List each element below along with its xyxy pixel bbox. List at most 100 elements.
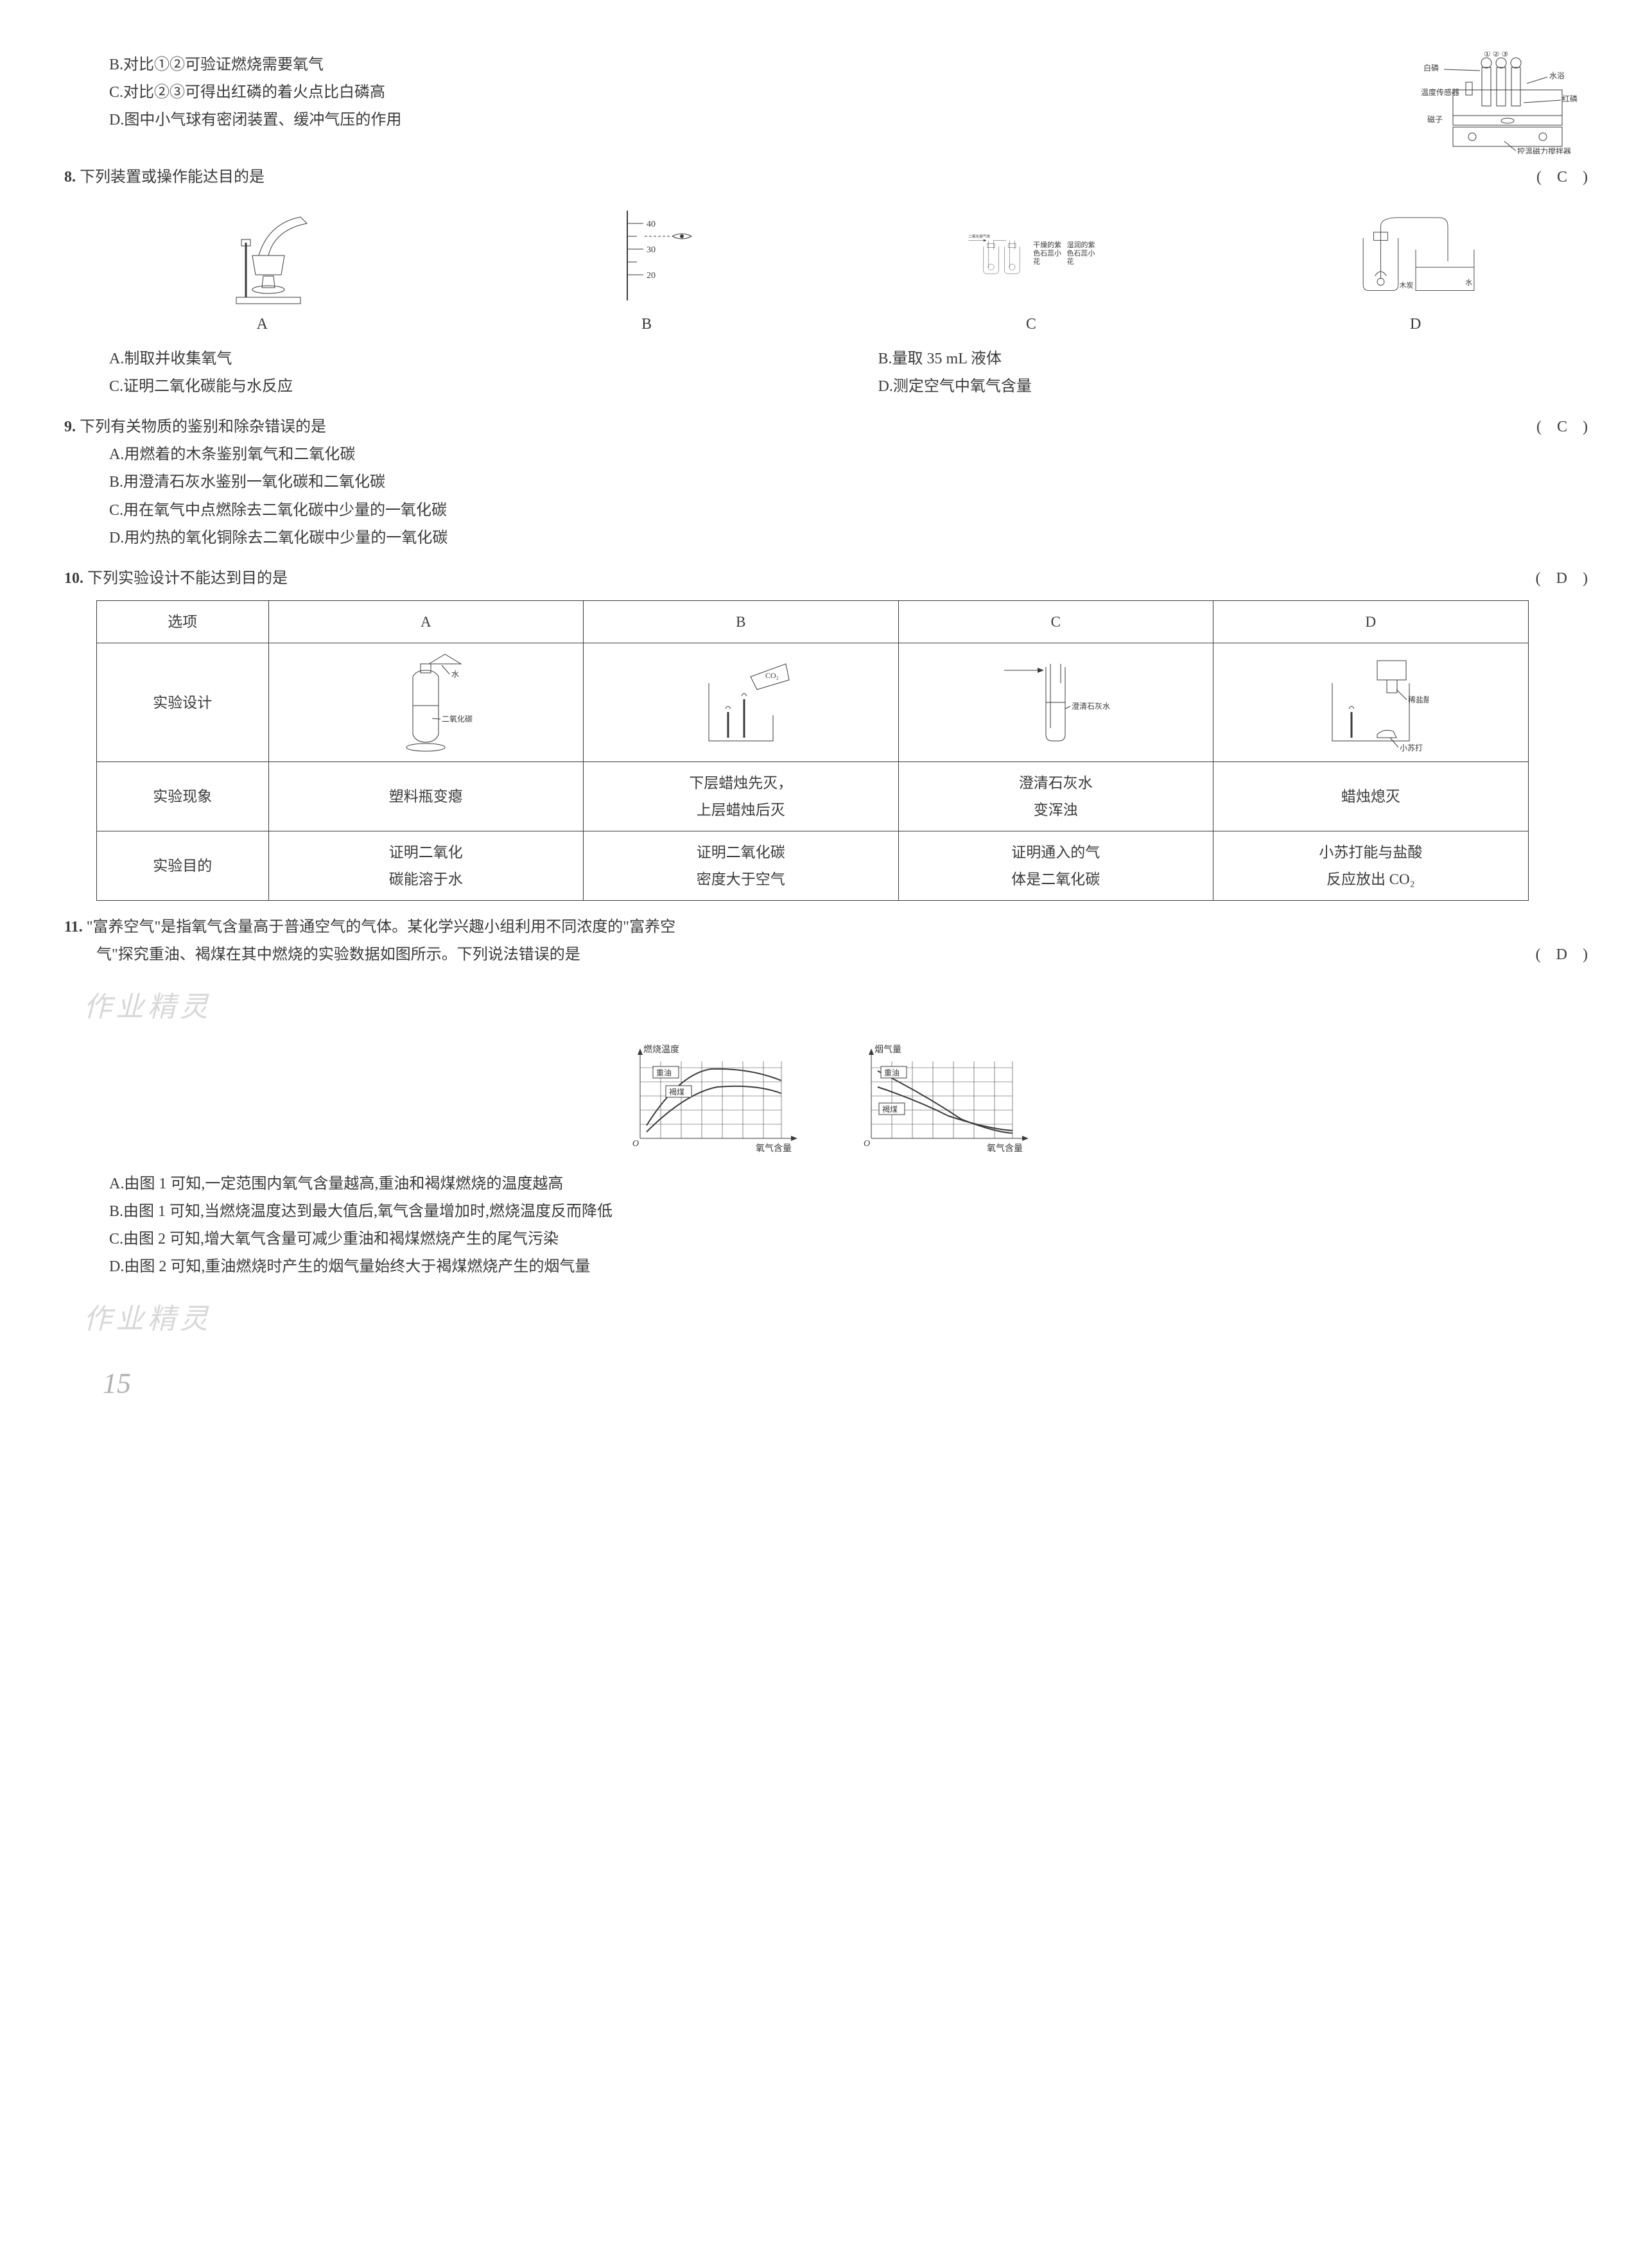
q7-nums: ① ② ③ [1484, 51, 1508, 58]
svg-text:小苏打: 小苏打 [1400, 743, 1423, 752]
q9: 9. 下列有关物质的鉴别和除杂错误的是 ( C ) A.用燃着的木条鉴别氧气和二… [64, 413, 1588, 552]
svg-text:澄清石灰水: 澄清石灰水 [1072, 701, 1110, 711]
table-row: 选项 A B C D [97, 601, 1529, 643]
q11-stem-l1: "富养空气"是指氧气含量高于普通空气的气体。某化学兴趣小组利用不同浓度的"富养空 [87, 914, 1588, 941]
q9-stem: 下列有关物质的鉴别和除杂错误的是 [80, 413, 1521, 441]
q10-h-b: B [584, 601, 899, 643]
q7-temp-sensor: 温度传感器 [1421, 87, 1459, 97]
q7-stirrer: 控温磁力搅拌器 [1517, 146, 1571, 154]
q10-row-purpose: 实验目的 [97, 831, 269, 901]
q11-option-a: A.由图 1 可知,一定范围内氧气含量越高,重油和褐煤燃烧的温度越高 [64, 1170, 1588, 1198]
svg-text:木炭: 木炭 [1399, 281, 1413, 290]
svg-text:稀盐酸: 稀盐酸 [1408, 695, 1429, 704]
q7-white-p: 白磷 [1423, 63, 1439, 73]
q8-option-a: A.制取并收集氧气 [109, 345, 878, 373]
q11-num: 11. [64, 914, 83, 941]
q11-option-c: C.由图 2 可知,增大氧气含量可减少重油和褐煤燃烧产生的尾气污染 [64, 1226, 1588, 1253]
q10-phenom-c: 澄清石灰水 变浑浊 [898, 762, 1213, 831]
svg-text:氧气含量: 氧气含量 [756, 1143, 792, 1154]
q8-fig-a [198, 204, 326, 307]
q8-fig-c-right: 湿润的紫色石蕊小花 [1067, 241, 1095, 267]
q8: 8. 下列装置或操作能达目的是 ( C ) A [64, 164, 1588, 401]
q11-answer: ( D ) [1520, 941, 1588, 969]
svg-text:重油: 重油 [884, 1068, 900, 1077]
q11-option-b: B.由图 1 可知,当燃烧温度达到最大值后,氧气含量增加时,燃烧温度反而降低 [64, 1198, 1588, 1226]
q8-answer: ( C ) [1521, 164, 1588, 191]
q10-design-b: CO₂ [584, 643, 899, 762]
svg-text:烟气量: 烟气量 [874, 1045, 901, 1055]
svg-text:40: 40 [647, 220, 656, 229]
q7-diagram: ① ② ③ 白磷 水浴 温度传感器 红磷 磁子 控温磁力搅拌器 [1421, 51, 1588, 164]
q10-purpose-a: 证明二氧化 碳能溶于水 [268, 831, 584, 901]
svg-text:二氧化碳: 二氧化碳 [442, 715, 473, 724]
q7-water-bath: 水浴 [1549, 71, 1565, 80]
watermark: 作业精灵 [83, 982, 1588, 1032]
q10-design-c: 澄清石灰水 [898, 643, 1213, 762]
svg-text:氧气含量: 氧气含量 [987, 1143, 1023, 1154]
svg-text:30: 30 [647, 245, 656, 255]
q7-option-c: C.对比②③可得出红磷的着火点比白磷高 [64, 79, 1588, 107]
watermark-bottom: 作业精灵 [83, 1294, 1588, 1344]
q10-h-c: C [898, 601, 1213, 643]
svg-text:O: O [632, 1139, 639, 1149]
q11-stem-l2: 气"探究重油、褐煤在其中燃烧的实验数据如图所示。下列说法错误的是 [96, 941, 1520, 969]
q10-h-opt: 选项 [97, 601, 269, 643]
q9-option-d: D.用灼热的氧化铜除去二氧化碳中少量的一氧化碳 [64, 525, 1588, 552]
q11-chart1: 重油 褐煤 燃烧温度 氧气含量 O [614, 1042, 807, 1158]
svg-text:20: 20 [647, 271, 656, 281]
q7-continuation: B.对比①②可验证燃烧需要氧气 C.对比②③可得出红磷的着火点比白磷高 D.图中… [64, 51, 1588, 135]
q8-fig-d-label: D [1410, 311, 1421, 338]
q10: 10. 下列实验设计不能达到目的是 ( D ) 选项 A B C D 实验设计 … [64, 565, 1588, 901]
q10-stem: 下列实验设计不能达到目的是 [87, 565, 1520, 593]
q8-fig-c-left: 干燥的紫色石蕊小花 [1033, 241, 1061, 267]
q10-phenom-b: 下层蜡烛先灭， 上层蜡烛后灭 [584, 762, 899, 831]
q7-option-b: B.对比①②可验证燃烧需要氧气 [64, 51, 1588, 79]
q9-num: 9. [64, 413, 76, 441]
q10-design-d: 稀盐酸 小苏打 [1213, 643, 1529, 762]
q10-h-a: A [268, 601, 584, 643]
svg-text:褐煤: 褐煤 [669, 1087, 684, 1097]
q8-option-d: D.测定空气中氧气含量 [878, 373, 1588, 401]
page-number: 15 [103, 1358, 1588, 1409]
q8-figures: A 40 30 20 [90, 204, 1588, 338]
svg-text:燃烧温度: 燃烧温度 [643, 1044, 679, 1055]
q11: 11. "富养空气"是指氧气含量高于普通空气的气体。某化学兴趣小组利用不同浓度的… [64, 914, 1588, 1281]
svg-text:O: O [864, 1139, 870, 1149]
table-row: 实验设计 水 二氧化碳 [97, 643, 1529, 762]
table-row: 实验目的 证明二氧化 碳能溶于水 证明二氧化碳 密度大于空气 证明通入的气 体是… [97, 831, 1529, 901]
q8-fig-d: 木炭 水 [1352, 204, 1480, 307]
q10-row-design: 实验设计 [97, 643, 269, 762]
q10-design-a: 水 二氧化碳 [268, 643, 584, 762]
q8-option-c: C.证明二氧化碳能与水反应 [109, 373, 878, 401]
q10-num: 10. [64, 565, 83, 593]
q8-num: 8. [64, 164, 76, 191]
table-row: 实验现象 塑料瓶变瘪 下层蜡烛先灭， 上层蜡烛后灭 澄清石灰水 变浑浊 蜡烛熄灭 [97, 762, 1529, 831]
q8-fig-c: 二氧化碳气体 干燥的紫色石蕊小花 湿润 [967, 204, 1095, 307]
q7-red-p: 红磷 [1562, 94, 1578, 103]
q8-fig-a-label: A [257, 311, 268, 338]
q11-option-d: D.由图 2 可知,重油燃烧时产生的烟气量始终大于褐煤燃烧产生的烟气量 [64, 1253, 1588, 1281]
q8-stem: 下列装置或操作能达目的是 [80, 164, 1521, 191]
q10-purpose-b: 证明二氧化碳 密度大于空气 [584, 831, 899, 901]
q8-option-b: B.量取 35 mL 液体 [878, 345, 1588, 373]
q9-answer: ( C ) [1521, 413, 1588, 441]
svg-text:水: 水 [1465, 279, 1472, 287]
q10-h-d: D [1213, 601, 1529, 643]
q10-phenom-a: 塑料瓶变瘪 [268, 762, 584, 831]
q10-purpose-d: 小苏打能与盐酸 反应放出 CO₂ [1213, 831, 1529, 901]
q10-purpose-c: 证明通入的气 体是二氧化碳 [898, 831, 1213, 901]
q9-option-a: A.用燃着的木条鉴别氧气和二氧化碳 [64, 441, 1588, 469]
q9-option-b: B.用澄清石灰水鉴别一氧化碳和二氧化碳 [64, 469, 1588, 496]
q9-option-c: C.用在氧气中点燃除去二氧化碳中少量的一氧化碳 [64, 497, 1588, 525]
q7-magnet: 磁子 [1427, 114, 1443, 124]
q8-fig-b: 40 30 20 [582, 204, 711, 307]
q7-option-d: D.图中小气球有密闭装置、缓冲气压的作用 [64, 107, 1588, 134]
q11-charts: 重油 褐煤 燃烧温度 氧气含量 O [64, 1042, 1588, 1158]
svg-text:重油: 重油 [656, 1068, 672, 1077]
svg-text:水: 水 [451, 670, 459, 679]
q10-answer: ( D ) [1520, 565, 1588, 593]
q10-phenom-d: 蜡烛熄灭 [1213, 762, 1529, 831]
svg-text:CO₂: CO₂ [765, 671, 779, 680]
q10-table: 选项 A B C D 实验设计 水 二氧化碳 [96, 600, 1529, 901]
q11-chart2: 重油 褐煤 烟气量 氧气含量 O [846, 1042, 1038, 1158]
